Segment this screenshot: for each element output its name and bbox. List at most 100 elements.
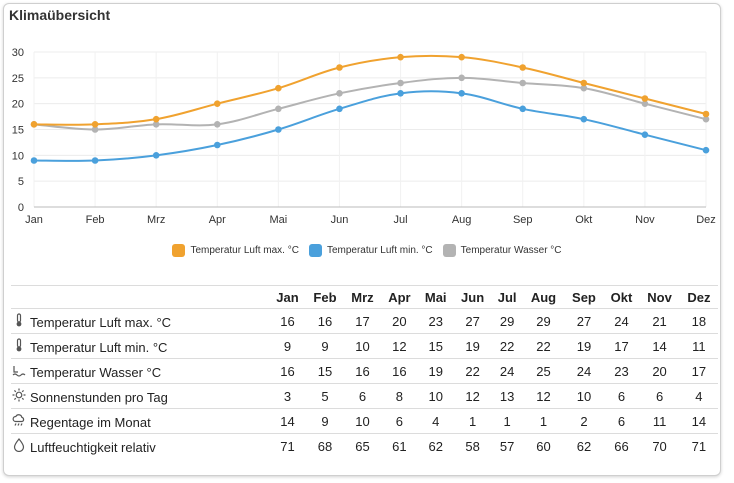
data-point (275, 105, 282, 113)
table-cell: 23 (603, 358, 640, 384)
table-cell: 15 (417, 333, 454, 359)
table-row: Temperatur Luft min. °C 9 9 10 12 15 19 22 22 19 1… (11, 333, 718, 359)
data-point (336, 64, 343, 71)
data-point (641, 95, 649, 102)
data-point (336, 90, 343, 97)
table-cell: 20 (639, 358, 680, 384)
data-point (30, 121, 38, 128)
row-label: Regentage im Monat (30, 414, 151, 430)
table-cell: 71 (679, 433, 718, 458)
table-cell: 60 (522, 433, 565, 458)
table-row: Regentage im Monat 14 9 10 6 4 1 1 1 2 6 11 14 (11, 408, 718, 434)
y-tick-label: 25 (12, 73, 24, 85)
data-point (91, 157, 99, 164)
table-cell: 61 (380, 433, 418, 458)
table-cell: 27 (453, 308, 492, 334)
data-point (91, 121, 99, 128)
table-cell: 8 (380, 383, 418, 409)
table-cell: 68 (305, 433, 345, 458)
table-cell: 14 (679, 408, 718, 434)
table-cell: 16 (269, 358, 306, 384)
table-cell: 22 (522, 333, 565, 359)
table-cell: 10 (417, 383, 454, 409)
month-header: Okt (603, 285, 640, 309)
x-tick-label: Okt (575, 214, 592, 226)
data-point (702, 110, 710, 118)
table-cell: 22 (491, 333, 523, 359)
water-icon (11, 363, 27, 380)
table-cell: 6 (603, 383, 640, 409)
table-cell: 62 (564, 433, 604, 458)
month-header: Nov (639, 285, 680, 309)
legend-label: Temperatur Luft max. °C (190, 245, 299, 256)
data-point (580, 115, 588, 123)
data-point (152, 115, 160, 123)
table-cell: 58 (453, 433, 492, 458)
table-cell: 6 (639, 383, 680, 409)
legend-label: Temperatur Luft min. °C (326, 245, 433, 256)
table-cell: 6 (603, 408, 640, 434)
table-cell: 10 (564, 383, 604, 409)
data-point (397, 79, 404, 87)
climate-line-chart: 0 5 10 15 20 25 30 Jan Feb Mrz Apr Mai Jun Jul Aug Sep O… (12, 47, 716, 226)
legend-item[interactable]: Temperatur Wasser °C (442, 244, 562, 257)
row-label-cell: Luftfeuchtigkeit relativ (11, 433, 269, 458)
series-line (33, 90, 707, 162)
x-tick-label: Nov (635, 214, 655, 226)
table-cell: 66 (603, 433, 640, 458)
data-point (458, 74, 465, 82)
table-cell: 1 (491, 408, 523, 434)
table-cell: 5 (305, 383, 345, 409)
x-tick-label: Sep (513, 214, 533, 226)
series-line (33, 54, 707, 126)
data-point (213, 100, 221, 107)
table-cell: 19 (564, 333, 604, 359)
month-header: Jun (453, 285, 492, 309)
table-cell: 1 (453, 408, 492, 434)
month-header: Apr (380, 285, 418, 309)
table-cell: 9 (305, 408, 345, 434)
data-point (458, 90, 465, 97)
table-cell: 12 (453, 383, 492, 409)
table-cell: 24 (564, 358, 604, 384)
row-label: Sonnenstunden pro Tag (30, 389, 168, 405)
row-label-cell: Regentage im Monat (11, 408, 269, 434)
table-cell: 70 (639, 433, 680, 458)
data-point (91, 126, 99, 133)
y-tick-label: 0 (18, 202, 24, 214)
table-cell: 20 (380, 308, 418, 334)
legend-swatch (442, 244, 456, 257)
x-tick-label: Jan (25, 214, 43, 226)
table-row: Luftfeuchtigkeit relativ 71 68 65 61 62 58 57 60… (11, 433, 718, 458)
droplet-icon (11, 437, 27, 455)
legend-swatch (172, 244, 186, 257)
data-point (152, 152, 160, 159)
month-header: Mai (417, 285, 454, 309)
table-cell: 10 (344, 408, 381, 434)
table-cell: 23 (417, 308, 454, 334)
month-header: Aug (522, 285, 565, 309)
table-cell: 24 (491, 358, 523, 384)
sun-icon (11, 388, 27, 405)
table-cell: 11 (639, 408, 680, 434)
legend-item[interactable]: Temperatur Luft min. °C (308, 244, 433, 257)
table-row: Temperatur Wasser °C 16 15 16 16 19 22 24 25 24 23… (11, 358, 718, 384)
table-cell: 29 (522, 308, 565, 334)
table-cell: 65 (344, 433, 381, 458)
table-cell: 14 (639, 333, 680, 359)
legend-item[interactable]: Temperatur Luft max. °C (172, 244, 299, 257)
table-cell: 62 (417, 433, 454, 458)
row-label-cell: Temperatur Wasser °C (11, 358, 269, 384)
row-label: Temperatur Luft min. °C (30, 339, 168, 355)
table-cell: 2 (564, 408, 604, 434)
y-tick-label: 30 (12, 47, 24, 59)
data-point (702, 146, 710, 154)
table-cell: 9 (269, 333, 306, 359)
table-cell: 19 (417, 358, 454, 384)
data-point (152, 121, 160, 128)
data-point (702, 115, 710, 123)
legend-label: Temperatur Wasser °C (460, 245, 562, 256)
table-cell: 6 (344, 383, 381, 409)
table-cell: 57 (491, 433, 523, 458)
row-label-cell: Temperatur Luft max. °C (11, 308, 269, 334)
